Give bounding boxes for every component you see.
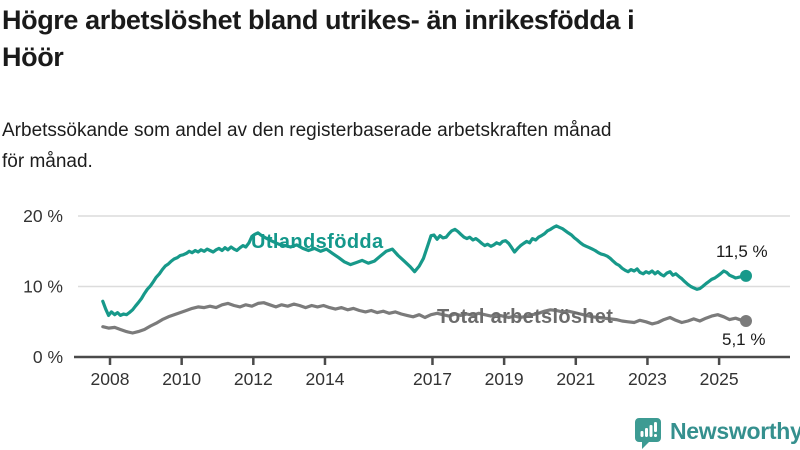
newsworthy-icon — [635, 418, 661, 449]
x-tick-label: 2017 — [413, 369, 452, 389]
page-title-line1: Högre arbetslöshet bland utrikes- än inr… — [2, 5, 635, 35]
bar-tall — [649, 425, 653, 437]
y-tick-label: 20 % — [23, 206, 63, 226]
series-end-dot-0 — [740, 269, 752, 282]
x-tick-label: 2021 — [556, 369, 595, 389]
series-label-utlandsfodda: Utlandsfödda — [251, 231, 384, 253]
chart-subtitle-line1: Arbetssökande som andel av den registerb… — [2, 120, 612, 141]
newsworthy-logo: Newsworthy — [632, 414, 800, 449]
y-tick-label: 0 % — [33, 347, 63, 367]
chart-subtitle-line2: för månad. — [2, 151, 93, 172]
chart-subtitle: Arbetssökande som andel av den registerb… — [2, 115, 611, 177]
newsworthy-wordmark: Newsworthy — [670, 418, 800, 444]
x-tick-label: 2025 — [700, 369, 739, 389]
y-tick-label: 10 % — [23, 277, 63, 297]
x-tick-label: 2023 — [628, 369, 667, 389]
series-line-0 — [101, 224, 748, 317]
x-tick-label: 2010 — [162, 369, 201, 389]
series-label-total-arbetsloshet: Total arbetslöshet — [437, 306, 614, 328]
exclamation-bar — [654, 422, 657, 432]
exclamation-dot — [654, 434, 657, 437]
x-tick-label: 2012 — [234, 369, 273, 389]
bar-medium — [645, 428, 648, 437]
page-title-line2: Höör — [2, 42, 64, 72]
page-title: Högre arbetslöshet bland utrikes- än inr… — [2, 2, 635, 76]
series-end-dot-1 — [740, 315, 752, 327]
end-value-utlandsfodda: 11,5 % — [716, 242, 768, 261]
x-tick-label: 2019 — [485, 369, 524, 389]
x-tick-label: 2008 — [91, 369, 130, 389]
bar-small — [640, 431, 644, 437]
end-value-total-arbetsloshet: 5,1 % — [722, 330, 766, 349]
series-line-1 — [101, 301, 748, 335]
x-tick-label: 2014 — [306, 369, 345, 389]
